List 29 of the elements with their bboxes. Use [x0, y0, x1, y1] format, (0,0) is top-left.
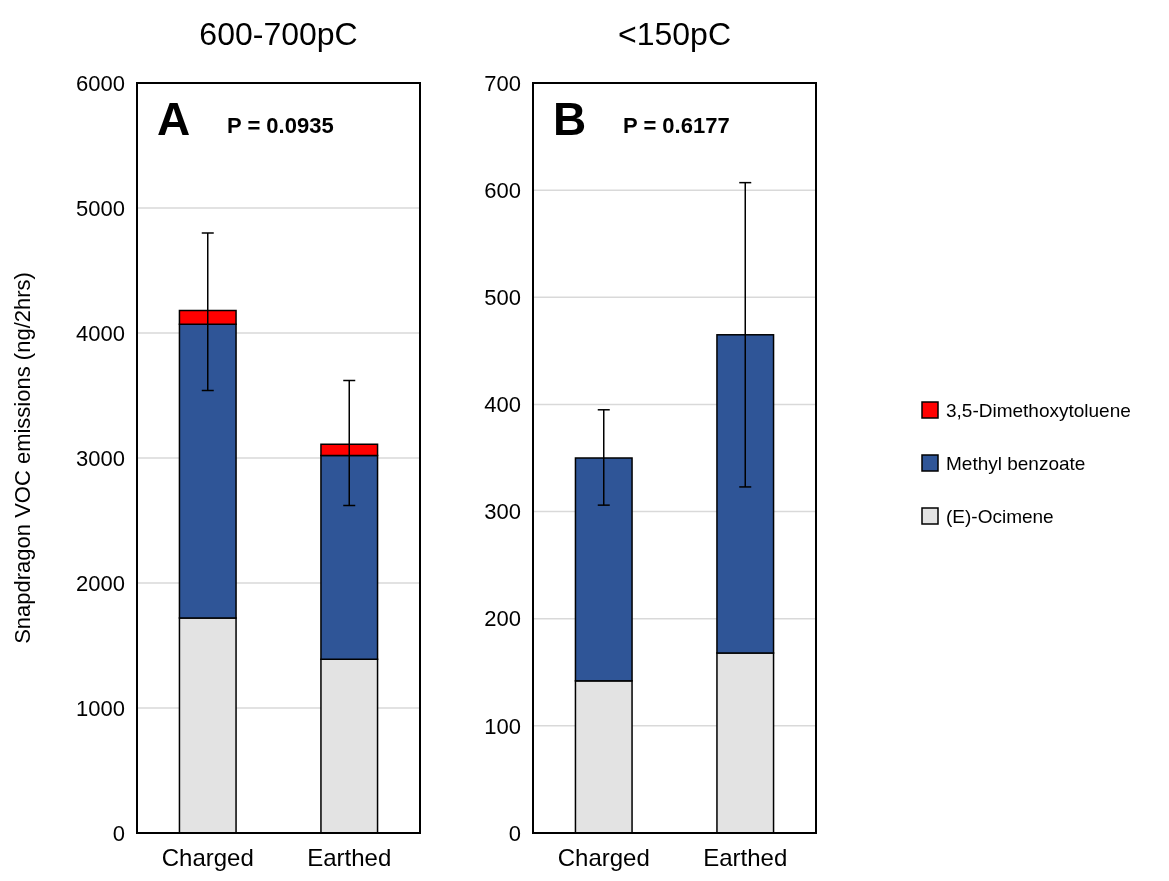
- y-tick-label: 2000: [76, 570, 125, 596]
- x-tick-label: Earthed: [703, 844, 788, 871]
- y-tick-label: 1000: [76, 695, 125, 721]
- annotation: A: [157, 93, 191, 145]
- annotation: P = 0.0935: [227, 113, 334, 138]
- legend-label: Methyl benzoate: [946, 452, 1086, 474]
- y-tick-label: 3000: [76, 445, 125, 471]
- chart-title: <150pC: [618, 16, 731, 52]
- y-tick-label: 5000: [76, 195, 125, 221]
- y-tick-label: 6000: [76, 70, 125, 96]
- x-tick-label: Charged: [161, 844, 254, 871]
- annotation: B: [553, 93, 587, 145]
- y-axis-title: Snapdragon VOC emissions (ng/2hrs): [10, 272, 35, 644]
- y-tick-label: 600: [484, 177, 521, 203]
- y-tick-label: 500: [484, 284, 521, 310]
- y-tick-label: 700: [484, 70, 521, 96]
- legend-label: (E)-Ocimene: [946, 505, 1054, 527]
- y-tick-label: 0: [508, 820, 521, 846]
- y-tick-label: 100: [484, 713, 521, 739]
- y-tick-label: 400: [484, 392, 521, 418]
- x-tick-label: Charged: [557, 844, 650, 871]
- y-tick-label: 0: [112, 820, 125, 846]
- y-tick-label: 200: [484, 606, 521, 632]
- y-tick-label: 4000: [76, 320, 125, 346]
- annotation: P = 0.6177: [623, 113, 730, 138]
- y-tick-label: 300: [484, 499, 521, 525]
- chart-title: 600-700pC: [199, 16, 358, 52]
- x-tick-label: Earthed: [307, 844, 392, 871]
- legend-label: 3,5-Dimethoxytoluene: [946, 399, 1131, 421]
